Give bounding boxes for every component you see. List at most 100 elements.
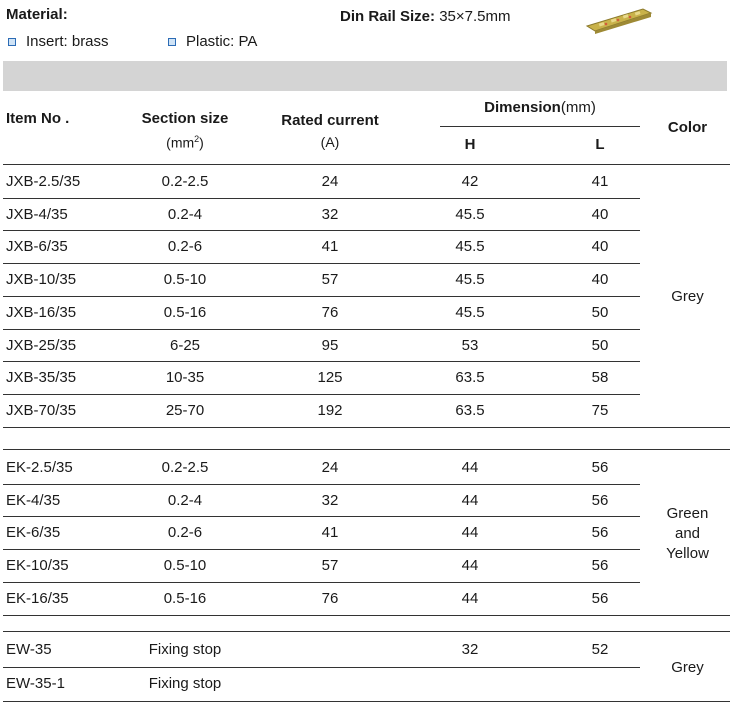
col-header-l: L [595,136,605,153]
dimension-l-cell: 40 [591,271,609,289]
item-number-cell: JXB-10/35 [6,271,77,289]
dimension-h-cell: 63.5 [455,401,485,419]
section-size-cell: Fixing stop [148,675,222,692]
dimension-h-cell: 45.5 [455,271,485,289]
group-top-rule [3,449,730,450]
rated-current-cell [250,640,410,660]
row-rule [3,361,640,363]
section-size-cell: 0.2-6 [167,524,203,542]
color-text: Grey [671,659,704,676]
item-number-cell: JXB-4/35 [6,205,68,223]
item-number-cell: EK-10/35 [6,557,69,575]
dimension-l-cell: 41 [591,173,609,190]
din-rail-icon [585,6,655,39]
section-size-cell: 10-35 [165,369,205,387]
item-number-cell: JXB-16/35 [6,303,77,321]
section-size-cell: 0.2-2.5 [161,459,209,476]
rated-current-cell: 125 [317,369,343,387]
color-text: Grey [671,287,704,305]
dimension-h-cell: 44 [461,459,479,476]
dimension-h-cell: 44 [461,491,479,509]
item-number-cell: EK-16/35 [6,589,69,607]
col-header-current: Rated current [281,112,379,129]
col-header-current-unit: (A) [320,134,340,150]
item-number-cell: JXB-70/35 [6,401,77,419]
item-number-cell: JXB-35/35 [6,369,77,387]
row-rule [3,230,640,232]
row-rule [3,295,640,297]
header-rule [3,164,730,165]
color-cell: Grey [640,287,730,307]
dimension-h-cell: 63.5 [455,369,485,387]
dimension-l-cell: 50 [591,303,609,321]
bullet-icon [168,37,176,46]
item-number-cell: JXB-6/35 [6,238,68,256]
rated-current-cell [250,674,410,694]
row-rule [3,483,640,485]
dimension-h-cell: 45.5 [455,205,485,223]
dimension-h-cell [410,674,530,694]
dimension-l-cell: 50 [591,336,609,354]
section-size-cell: 0.5-16 [163,589,207,607]
row-rule [3,549,640,551]
col-header-h: H [464,136,476,153]
dimension-h-cell: 32 [461,641,479,658]
group-top-rule [3,631,730,632]
rated-current-cell: 24 [321,173,339,190]
group-bottom-rule [3,701,730,702]
dimension-h-cell: 44 [461,524,479,542]
item-number-cell: EW-35 [6,641,52,658]
section-size-cell: 0.5-16 [163,303,207,321]
item-number-cell: EW-35-1 [6,675,65,692]
plastic-material-text: Plastic: PA [186,33,258,50]
section-size-cell: 0.5-10 [163,271,207,289]
dimension-l-cell: 56 [591,557,609,575]
color-text: Yellow [666,544,709,562]
rated-current-cell: 76 [321,589,339,607]
rated-current-cell: 76 [321,303,339,321]
din-rail-size: Din Rail Size: 35×7.5mm [340,8,511,25]
dimension-l-cell: 40 [591,205,609,223]
color-cell: Green and Yellow [640,504,730,564]
col-header-dimension: Dimension(mm) [484,99,596,116]
row-rule [3,263,640,265]
dimension-h-cell: 44 [461,557,479,575]
dimension-l-cell: 56 [591,459,609,476]
section-size-cell: 0.5-10 [163,557,207,575]
dimension-l-cell: 56 [591,524,609,542]
rated-current-cell: 57 [321,271,339,289]
rated-current-cell: 24 [321,459,339,476]
dimension-divider [440,126,640,127]
dimension-h-cell: 42 [461,173,479,190]
dimension-h-cell: 53 [461,336,479,354]
dimension-h-cell: 45.5 [455,238,485,256]
section-size-cell: 0.2-6 [167,238,203,256]
item-number-cell: EK-4/35 [6,491,61,509]
row-rule [3,393,640,395]
item-number-cell: EK-2.5/35 [6,459,73,476]
dimension-l-cell: 75 [591,401,609,419]
color-text: and [674,524,701,542]
dimension-h-cell: 45.5 [455,303,485,321]
header-band [3,61,727,91]
row-rule [3,328,640,330]
item-number-cell: JXB-2.5/35 [6,173,81,190]
dimension-l-cell: 58 [591,369,609,387]
section-size-cell: 0.2-4 [167,491,203,509]
rated-current-cell: 41 [321,524,339,542]
rated-current-cell: 57 [321,557,339,575]
row-rule [3,581,640,583]
section-size-cell: 6-25 [169,336,201,354]
insert-material-text: Insert: brass [26,33,109,50]
col-header-section-unit: (mm2) [166,134,204,151]
insert-material: Insert: brass [8,33,109,50]
din-rail-size-label: Din Rail Size: [340,8,436,25]
color-cell: Grey [640,658,730,678]
item-number-cell: EK-6/35 [6,524,61,542]
section-size-cell: 25-70 [165,401,205,419]
color-text: Green [666,504,709,522]
group-bottom-rule [3,614,730,616]
rated-current-cell: 41 [321,238,339,256]
row-rule [3,197,640,199]
dimension-l-cell: 40 [591,238,609,256]
